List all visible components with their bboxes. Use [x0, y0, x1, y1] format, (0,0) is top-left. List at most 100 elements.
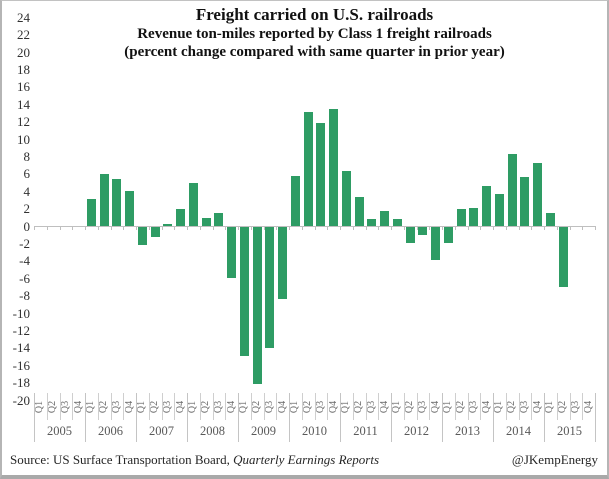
chart-title: Freight carried on U.S. railroads [195, 5, 434, 24]
x-axis-quarter-label: Q3 [59, 400, 71, 413]
axis-tick [327, 226, 329, 230]
x-axis-quarter-label: Q1 [289, 400, 301, 413]
quarter-separator-line [276, 393, 278, 420]
bar-2011-Q1 [341, 171, 351, 226]
x-axis-year-label: 2009 [251, 424, 276, 438]
bar-2012-Q3 [418, 227, 428, 235]
axis-tick [212, 226, 214, 230]
axis-tick [85, 226, 86, 230]
y-axis-tick-label: -18 [12, 375, 30, 391]
chart-subtitle-2: (percent change compared with same quart… [124, 44, 505, 60]
axis-tick [340, 226, 341, 230]
bar-2010-Q1 [290, 176, 300, 226]
x-axis-quarter-label: Q2 [353, 400, 365, 413]
y-axis-tick-label: 2 [23, 201, 31, 217]
year-separator-line [544, 393, 545, 442]
bar-2012-Q4 [431, 227, 441, 261]
y-axis-tick-label: -6 [19, 270, 30, 286]
x-axis-quarter-label: Q3 [263, 400, 275, 413]
x-axis-quarter-label: Q1 [34, 400, 46, 413]
x-axis-quarter-label: Q2 [302, 400, 314, 413]
x-axis-quarter-label: Q4 [327, 400, 339, 413]
x-axis-quarter-label: Q2 [251, 400, 263, 413]
bar-2007-Q1 [137, 227, 147, 246]
quarter-separator-line [378, 393, 380, 420]
bar-2014-Q3 [520, 177, 530, 226]
y-axis-tick-label: -10 [12, 305, 30, 321]
quarter-separator-line [59, 393, 61, 420]
x-axis-quarter-label: Q1 [238, 400, 250, 413]
x-axis-quarter-label: Q3 [161, 400, 173, 413]
x-axis-quarter-label: Q1 [442, 400, 454, 413]
bar-2013-Q1 [443, 227, 453, 243]
y-axis-tick-label: 16 [17, 79, 30, 95]
x-axis-year-label: 2014 [506, 424, 531, 438]
y-axis-tick-label: 10 [17, 131, 30, 147]
year-separator-line [187, 393, 188, 442]
axis-tick [378, 226, 380, 230]
axis-tick [403, 226, 405, 230]
quarter-separator-line [301, 393, 303, 420]
y-axis-tick-label: 8 [23, 148, 31, 164]
x-axis-quarter-label: Q4 [72, 400, 84, 413]
axis-tick [582, 226, 584, 230]
quarter-separator-line [352, 393, 354, 420]
bar-2014-Q4 [533, 163, 543, 226]
y-axis-tick-label: 14 [17, 96, 30, 112]
x-axis-year-label: 2012 [404, 424, 429, 438]
axis-tick [250, 226, 252, 230]
quarter-separator-line [556, 393, 558, 420]
axis-tick [518, 226, 520, 230]
axis-tick [352, 226, 354, 230]
x-axis-quarter-label: Q3 [569, 400, 581, 413]
axis-tick [301, 226, 303, 230]
quarter-separator-line [365, 393, 367, 420]
axis-tick [493, 226, 494, 230]
y-axis-tick-label: 6 [23, 166, 31, 182]
axis-tick [110, 226, 112, 230]
x-axis-quarter-label: Q2 [98, 400, 110, 413]
x-axis-quarter-label: Q2 [404, 400, 416, 413]
year-separator-line [340, 393, 341, 442]
bar-2009-Q1 [239, 227, 249, 356]
x-axis-year-label: 2006 [98, 424, 123, 438]
quarter-separator-line [480, 393, 482, 420]
quarter-separator-line [314, 393, 316, 420]
axis-tick [34, 226, 35, 230]
quarter-separator-line [46, 393, 48, 420]
bar-2009-Q4 [278, 227, 288, 300]
axis-tick [97, 226, 99, 230]
axis-tick [148, 226, 150, 230]
x-axis-quarter-label: Q1 [544, 400, 556, 413]
axis-tick [225, 226, 227, 230]
bar-2015-Q1 [545, 212, 555, 226]
y-axis-tick-label: -12 [12, 322, 30, 338]
quarter-separator-line [123, 393, 125, 420]
x-axis-year-label: 2011 [353, 424, 378, 438]
axis-tick [59, 226, 61, 230]
x-axis-quarter-label: Q3 [110, 400, 122, 413]
bar-2007-Q3 [163, 224, 173, 226]
y-axis-tick-label: -20 [12, 392, 30, 408]
quarter-separator-line [199, 393, 201, 420]
author-credit: @JKempEnergy [511, 452, 598, 467]
year-separator-line [85, 393, 86, 442]
axis-tick [569, 226, 571, 230]
y-axis-tick-label: -4 [19, 253, 30, 269]
quarter-separator-line [467, 393, 469, 420]
axis-tick [238, 226, 239, 230]
x-axis-quarter-label: Q2 [200, 400, 212, 413]
axis-tick [123, 226, 125, 230]
x-axis-quarter-label: Q4 [378, 400, 390, 413]
x-axis-quarter-label: Q3 [212, 400, 224, 413]
bar-2010-Q4 [329, 108, 339, 226]
y-axis-tick-label: -8 [19, 288, 30, 304]
quarter-separator-line [505, 393, 507, 420]
axis-tick [199, 226, 201, 230]
source-note: Source: US Surface Transportation Board,… [10, 452, 379, 468]
x-axis-quarter-label: Q1 [85, 400, 97, 413]
source-text: Source: US Surface Transportation Board, [10, 452, 234, 467]
x-axis-quarter-label: Q1 [136, 400, 148, 413]
bar-2015-Q2 [558, 227, 568, 288]
